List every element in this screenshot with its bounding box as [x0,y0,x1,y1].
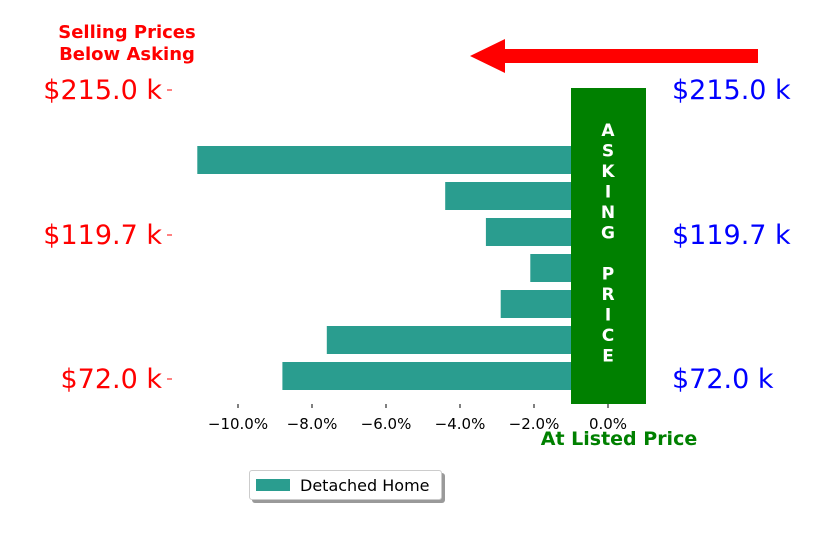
right-price-axis: $215.0 k $119.7 k $72.0 k [672,75,791,395]
left-tick-label: $119.7 k [43,220,162,251]
x-tick-label: −8.0% [287,415,338,433]
asking-price-letter: P [602,265,614,285]
asking-price-letter: R [601,285,614,305]
asking-price-letter: I [605,306,611,326]
right-tick-label: $119.7 k [672,220,791,251]
left-arrow-icon [470,39,758,73]
left-tick-label: $72.0 k [60,364,162,395]
x-axis: −10.0% −8.0% −6.0% −4.0% −2.0% 0.0% [208,404,627,433]
annotation-selling-prices: Below Asking [59,44,195,65]
annotation-at-listed-price: At Listed Price [541,428,697,450]
bar-1 [197,146,609,174]
asking-price-box [571,88,646,404]
x-tick-label: −2.0% [509,415,560,433]
asking-price-letter: G [601,224,615,244]
legend-label: Detached Home [300,475,430,495]
asking-price-letter: C [602,326,614,346]
right-tick-label: $72.0 k [672,364,774,395]
left-tick-label: $215.0 k [43,75,162,106]
x-tick-label: −6.0% [361,415,412,433]
x-tick-label: 0.0% [589,415,627,433]
bars-group [197,110,609,390]
asking-price-letter: S [602,142,614,162]
x-tick-label: −4.0% [435,415,486,433]
bar-6 [326,326,608,354]
asking-price-letter: K [601,162,615,182]
asking-price-letter: N [601,203,615,223]
asking-price-letter: A [601,121,615,141]
x-tick-label: −10.0% [208,415,268,433]
asking-price-letter: I [605,183,611,203]
annotation-selling-prices: Selling Prices [58,22,195,43]
left-price-axis: $215.0 k $119.7 k $72.0 k [43,75,172,395]
right-tick-label: $215.0 k [672,75,791,106]
bar-7 [282,362,608,390]
legend: Detached Home [249,470,442,500]
asking-price-letter: E [602,347,614,367]
legend-swatch-detached-home [256,479,290,491]
